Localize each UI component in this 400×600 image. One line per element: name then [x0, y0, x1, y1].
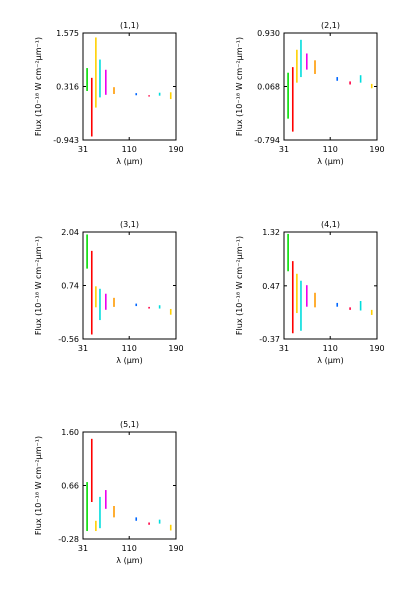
- y-tick-label: 0.47: [262, 282, 280, 291]
- x-tick-label: 190: [168, 344, 183, 353]
- x-tick-label: 110: [122, 544, 137, 553]
- chart-title: (1,1): [120, 21, 139, 30]
- chart-panel-1: (1,1) 31 110 190 -0.943 0.316 1.575 λ (μm) Flux …: [34, 21, 184, 166]
- x-axis-label: λ (μm): [317, 356, 343, 365]
- x-axis-label: λ (μm): [116, 157, 142, 166]
- y-tick-label: 1.60: [61, 428, 79, 437]
- chart-panel-2: (2,1) 31 110 190 -0.794 0.068 0.930 λ (μm) Flux …: [235, 21, 385, 166]
- y-axis-label: Flux (10⁻¹⁸ W cm⁻²μm⁻¹): [235, 236, 244, 335]
- y-tick-label: -0.28: [58, 535, 79, 544]
- y-tick-label: 0.74: [61, 282, 79, 291]
- y-axis-label: Flux (10⁻¹⁸ W cm⁻²μm⁻¹): [34, 37, 43, 136]
- x-axis-label: λ (μm): [116, 556, 142, 565]
- data-series-group: [86, 438, 172, 532]
- data-series-group: [287, 39, 373, 132]
- y-tick-label: 0.316: [56, 83, 79, 92]
- x-tick-label: 110: [122, 344, 137, 353]
- x-tick-label: 31: [279, 145, 289, 154]
- y-tick-label: 0.66: [61, 482, 79, 491]
- y-tick-label: 1.32: [262, 228, 280, 237]
- x-tick-label: 31: [279, 344, 289, 353]
- x-tick-label: 190: [168, 544, 183, 553]
- plot-frame: [283, 32, 378, 141]
- chart-panel-3: (3,1) 31 110 190 -0.56 0.74 2.04 λ (μm) Flux (10…: [34, 220, 184, 365]
- plot-frame: [82, 431, 177, 540]
- y-tick-label: -0.943: [53, 136, 79, 145]
- x-axis-label: λ (μm): [317, 157, 343, 166]
- chart-title: (3,1): [120, 220, 139, 229]
- chart-panel-4: (4,1) 31 110 190 -0.37 0.47 1.32 λ (μm) Flux (10…: [235, 220, 385, 365]
- y-tick-label: 1.575: [56, 29, 79, 38]
- y-tick-label: -0.56: [58, 335, 79, 344]
- chart-panel-5: (5,1) 31 110 190 -0.28 0.66 1.60 λ (μm) Flux (10…: [34, 420, 184, 565]
- x-tick-label: 31: [78, 344, 88, 353]
- y-tick-label: -0.37: [259, 335, 280, 344]
- x-tick-label: 110: [122, 145, 137, 154]
- x-tick-label: 31: [78, 544, 88, 553]
- x-axis-label: λ (μm): [116, 356, 142, 365]
- x-tick-label: 190: [369, 344, 384, 353]
- data-series-group: [86, 234, 172, 335]
- plot-frame: [82, 231, 177, 340]
- chart-title: (5,1): [120, 420, 139, 429]
- x-tick-label: 110: [323, 145, 338, 154]
- y-tick-label: -0.794: [254, 136, 280, 145]
- y-tick-label: 0.068: [257, 83, 280, 92]
- x-tick-label: 190: [369, 145, 384, 154]
- x-tick-label: 190: [168, 145, 183, 154]
- data-series-group: [287, 233, 373, 334]
- chart-title: (2,1): [321, 21, 340, 30]
- y-axis-label: Flux (10⁻¹⁸ W cm⁻²μm⁻¹): [235, 37, 244, 136]
- x-tick-label: 110: [323, 344, 338, 353]
- y-axis-label: Flux (10⁻¹⁸ W cm⁻²μm⁻¹): [34, 436, 43, 535]
- x-tick-label: 31: [78, 145, 88, 154]
- y-tick-label: 2.04: [61, 228, 79, 237]
- plot-frame: [82, 32, 177, 141]
- y-tick-label: 0.930: [257, 29, 280, 38]
- chart-title: (4,1): [321, 220, 340, 229]
- y-axis-label: Flux (10⁻¹⁸ W cm⁻²μm⁻¹): [34, 236, 43, 335]
- data-series-group: [86, 37, 172, 137]
- plot-frame: [283, 231, 378, 340]
